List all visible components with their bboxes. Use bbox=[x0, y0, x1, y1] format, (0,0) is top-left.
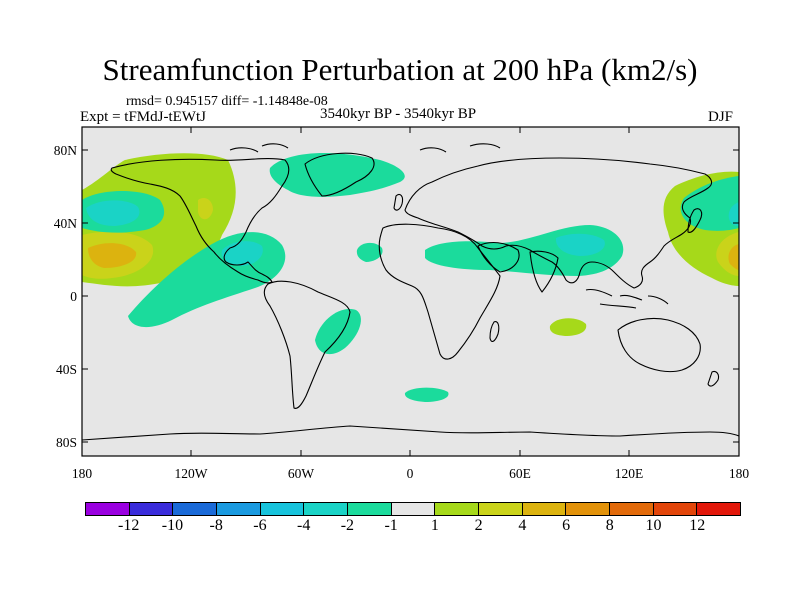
coastline-japan bbox=[687, 208, 703, 233]
stats-text: rmsd= 0.945157 diff= -1.14848e-08 bbox=[126, 94, 328, 109]
y-tick-0: 0 bbox=[70, 289, 77, 304]
contour-pos-indian bbox=[549, 318, 587, 336]
colorbar bbox=[85, 502, 741, 516]
colorbar-label: 10 bbox=[645, 517, 662, 534]
colorbar-label: 1 bbox=[430, 517, 439, 534]
colorbar-swatch bbox=[391, 503, 436, 515]
colorbar-label: 6 bbox=[562, 517, 571, 534]
experiment-label: Expt = tFMdJ-tEWtJ bbox=[80, 109, 206, 125]
y-tick-40s: 40S bbox=[56, 362, 77, 377]
colorbar-label: 8 bbox=[605, 517, 614, 534]
contour-neg-pacific-west bbox=[680, 176, 739, 231]
coastline-uk bbox=[393, 193, 404, 211]
colorbar-swatch bbox=[304, 503, 349, 515]
contour-fields bbox=[82, 153, 739, 402]
y-tick-40n: 40N bbox=[54, 216, 78, 231]
colorbar-swatch bbox=[173, 503, 218, 515]
x-tick-60e: 60E bbox=[509, 466, 531, 481]
coastline-new-zealand bbox=[707, 370, 720, 387]
colorbar-label: 4 bbox=[518, 517, 527, 534]
coastline-europe-asia bbox=[404, 157, 713, 289]
map-title: Streamfunction Perturbation at 200 hPa (… bbox=[102, 52, 698, 87]
x-tick-180w: 180 bbox=[72, 466, 93, 481]
coastline-australia bbox=[617, 317, 701, 373]
contour-neg2-pacific-west bbox=[728, 202, 739, 226]
colorbar-swatch bbox=[697, 503, 741, 515]
coastline-indonesia bbox=[585, 288, 669, 309]
colorbar-swatch bbox=[217, 503, 261, 515]
season-label: DJF bbox=[708, 109, 734, 125]
coastline-arctic-islands bbox=[229, 143, 501, 153]
colorbar-label: -4 bbox=[296, 517, 311, 534]
colorbar-labels: -12 -10 -8 -6 -4 -2 -1 1 2 4 6 8 10 12 bbox=[85, 516, 741, 538]
contour-neg-africa bbox=[356, 242, 383, 262]
colorbar-label: -10 bbox=[161, 517, 184, 534]
contour-pos2-pacific-north bbox=[198, 198, 213, 220]
contour-neg-southern bbox=[404, 387, 449, 402]
coastline-greenland bbox=[304, 152, 375, 197]
colorbar-label: -12 bbox=[118, 517, 140, 534]
coastline-africa bbox=[378, 223, 501, 360]
coastline-arabia bbox=[477, 241, 520, 273]
contour-neg2-tibet bbox=[555, 233, 605, 256]
contour-neg-north-atlantic bbox=[269, 153, 405, 197]
colorbar-swatch bbox=[653, 503, 698, 515]
coastline-south-america bbox=[263, 280, 351, 409]
colorbar-swatch bbox=[348, 503, 392, 515]
colorbar-swatch bbox=[260, 503, 305, 515]
colorbar-label: -8 bbox=[209, 517, 223, 534]
colorbar-swatch bbox=[435, 503, 480, 515]
colorbar-swatch bbox=[86, 503, 130, 515]
coastline-madagascar bbox=[489, 321, 500, 343]
contour-neg2-pacific-east bbox=[86, 200, 140, 226]
coastlines bbox=[82, 143, 739, 441]
colorbar-swatch bbox=[479, 503, 523, 515]
contour-pos3-pacific-west bbox=[728, 244, 739, 270]
y-tick-80n: 80N bbox=[54, 143, 78, 158]
colorbar-swatch bbox=[129, 503, 174, 515]
x-tick-120w: 120W bbox=[175, 466, 208, 481]
x-tick-180e: 180 bbox=[729, 466, 750, 481]
colorbar-label: -2 bbox=[340, 517, 355, 534]
period-label: 3540kyr BP - 3540kyr BP bbox=[320, 106, 477, 122]
x-tick-60w: 60W bbox=[288, 466, 315, 481]
contour-pos3-pacific-east bbox=[88, 243, 137, 268]
contour-neg-south-atlantic bbox=[315, 309, 361, 355]
y-tick-80s: 80S bbox=[56, 435, 77, 450]
x-tick-120e: 120E bbox=[615, 466, 644, 481]
colorbar-label: 12 bbox=[689, 517, 706, 534]
colorbar-swatch bbox=[610, 503, 654, 515]
colorbar-label: -6 bbox=[253, 517, 267, 534]
colorbar-swatch bbox=[566, 503, 611, 515]
coastline-antarctica bbox=[82, 425, 739, 441]
axis-ticks bbox=[81, 127, 740, 456]
x-tick-0: 0 bbox=[407, 466, 414, 481]
colorbar-label: -1 bbox=[384, 517, 398, 534]
colorbar-label: 2 bbox=[474, 517, 483, 534]
colorbar-swatch bbox=[522, 503, 567, 515]
coastline-india bbox=[529, 250, 559, 293]
coastline-north-america bbox=[110, 158, 290, 284]
